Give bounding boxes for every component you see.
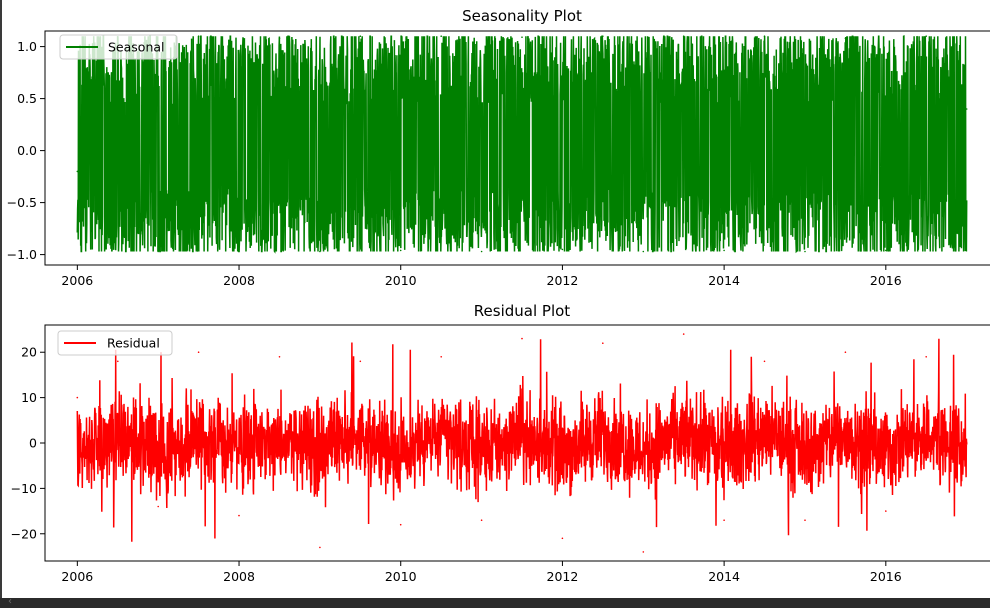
x-tick-label: 2012 [547, 273, 579, 288]
seasonal-point [157, 250, 159, 253]
y-tick-label: −0.5 [7, 195, 37, 210]
seasonal-point [602, 35, 604, 37]
residual-point [844, 351, 847, 354]
seasonality-title: Seasonality Plot [462, 7, 582, 25]
residual-point [682, 333, 685, 335]
x-tick-label: 2010 [385, 273, 417, 288]
residual-series [76, 333, 968, 553]
residual-point [965, 442, 968, 444]
y-tick-label: 20 [21, 345, 37, 360]
seasonal-point [76, 170, 79, 173]
residual-point [76, 396, 79, 399]
x-tick-label: 2014 [708, 273, 740, 288]
residual-point [399, 523, 402, 526]
seasonality-axes-frame [44, 30, 990, 266]
seasonal-point [804, 250, 806, 253]
residual-point [359, 360, 362, 363]
seasonality-legend-box [59, 34, 178, 60]
residual-point [642, 551, 645, 553]
seasonal-point [844, 37, 847, 40]
residual-point [804, 519, 806, 521]
y-tick-label: 1.0 [17, 39, 37, 54]
y-tick-label: 10 [21, 390, 37, 405]
seasonal-point [197, 35, 200, 37]
seasonal-point [723, 249, 725, 252]
seasonal-point [359, 35, 362, 37]
seasonal-point [682, 35, 685, 37]
seasonal-point [480, 250, 483, 253]
residual-point [197, 351, 200, 354]
residual-legend-label: Residual [107, 336, 160, 351]
y-tick-label: −20 [11, 526, 37, 541]
seasonal-point [117, 66, 119, 69]
residual-point [319, 546, 321, 549]
seasonality-subplot: Seasonality Plot 1.00.50.0−0.5−1.0 2006 2… [7, 7, 990, 288]
x-tick-label: 2006 [61, 569, 93, 584]
x-tick-label: 2016 [870, 569, 902, 584]
scroll-left-icon[interactable]: ‹ [8, 596, 12, 607]
y-tick-label: −10 [11, 481, 37, 496]
seasonality-legend: Seasonal [59, 34, 178, 60]
seasonal-point [642, 250, 645, 253]
residual-x-axis: 2006 2008 2010 2012 2014 2016 [61, 561, 902, 584]
residual-point [440, 356, 443, 358]
y-tick-label: 0.0 [17, 143, 37, 158]
x-tick-label: 2016 [870, 273, 902, 288]
seasonal-point [238, 248, 240, 251]
x-tick-label: 2014 [708, 569, 740, 584]
x-tick-label: 2012 [547, 569, 579, 584]
seasonal-point [399, 249, 402, 252]
left-panel-edge [0, 0, 2, 598]
seasonal-point [278, 37, 281, 40]
seasonal-point [925, 35, 927, 37]
residual-line [76, 338, 968, 542]
seasonal-point [440, 35, 443, 37]
residual-point [480, 519, 483, 521]
residual-point [238, 514, 240, 517]
seasonal-series [76, 35, 968, 254]
residual-point [561, 537, 564, 540]
seasonality-y-axis: 1.0 0.5 0.0 −0.5 −1.0 [7, 39, 45, 262]
residual-legend: Residual [57, 330, 173, 356]
y-tick-label: 0 [29, 436, 37, 451]
seasonal-point [561, 248, 564, 251]
seasonal-legend-label: Seasonal [108, 40, 165, 55]
seasonality-x-axis: 2006 2008 2010 2012 2014 2016 [61, 265, 902, 288]
seasonal-point [885, 249, 887, 252]
seasonal-point [965, 108, 968, 110]
residual-point [157, 505, 159, 508]
residual-point [278, 356, 281, 358]
seasonal-point [521, 36, 523, 38]
x-tick-label: 2008 [223, 273, 255, 288]
y-tick-label: 0.5 [17, 91, 37, 106]
seasonal-line [76, 35, 968, 254]
seasonal-point [319, 250, 321, 253]
residual-title: Residual Plot [474, 302, 571, 320]
seasonal-point [763, 35, 766, 37]
residual-legend-box [57, 330, 173, 356]
x-tick-label: 2008 [223, 569, 255, 584]
x-tick-label: 2006 [61, 273, 93, 288]
residual-point [521, 337, 523, 340]
residual-y-axis: 20 10 0 −10 −20 [11, 345, 45, 541]
residual-point [763, 360, 766, 363]
y-tick-label: −1.0 [7, 247, 37, 262]
residual-point [602, 342, 604, 345]
residual-point [117, 360, 119, 363]
bottom-scrollbar[interactable]: ‹ [0, 596, 990, 608]
x-tick-label: 2010 [385, 569, 417, 584]
residual-point [885, 510, 887, 512]
residual-point [723, 519, 725, 521]
residual-point [925, 356, 927, 358]
